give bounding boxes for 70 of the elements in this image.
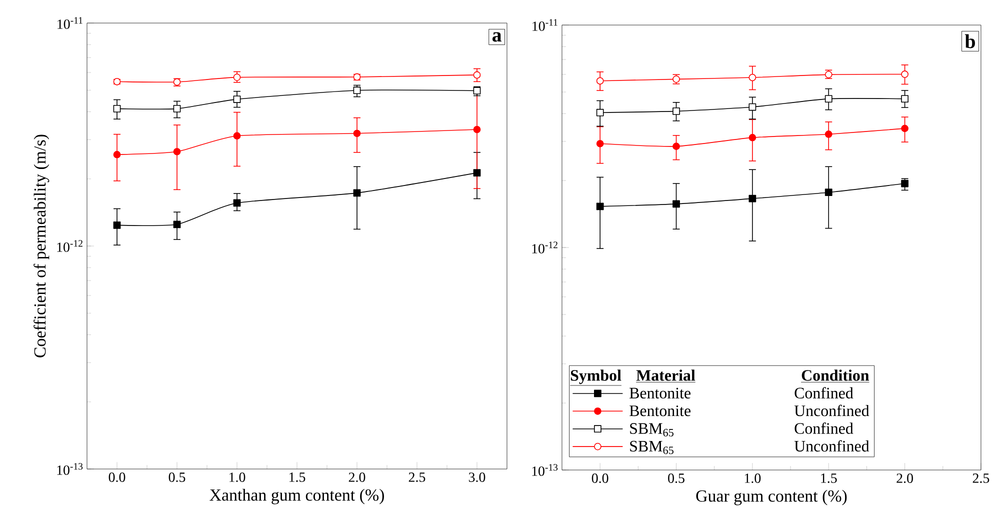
x-axis-title: Xanthan gum content (%) <box>210 488 384 504</box>
legend-label: Bentonite <box>630 388 691 398</box>
point <box>596 77 604 85</box>
point <box>233 199 241 207</box>
annotation: Unconfined <box>794 404 870 416</box>
point <box>901 124 908 132</box>
point <box>672 142 680 150</box>
point <box>233 74 241 82</box>
point <box>596 108 604 116</box>
annotation: b <box>964 34 975 48</box>
point <box>901 95 908 103</box>
point <box>748 103 756 111</box>
annotation: Confined <box>794 422 854 434</box>
y-tick-label: 10$^{-12}$ <box>57 240 82 252</box>
point <box>473 87 481 94</box>
point <box>901 180 908 188</box>
y-tick-label: 10$^{-11}$ <box>58 17 82 29</box>
x-tick-label: 3.0 <box>468 472 486 482</box>
legend-label: SBM$_{65}$ <box>630 440 674 454</box>
x-axis-title: Guar gum content (%) <box>696 490 847 506</box>
legend-label: SBM$_{65}$ <box>630 423 674 436</box>
x-tick-label: 0.5 <box>668 474 684 484</box>
point <box>672 200 680 208</box>
x-tick-label: 1.5 <box>289 472 306 482</box>
x-tick-label: 1.0 <box>230 472 246 482</box>
point <box>173 220 181 228</box>
point <box>473 169 481 177</box>
point <box>901 70 908 78</box>
annotation: Symbol <box>570 370 622 384</box>
y-tick-label: 10$^{-11}$ <box>532 19 558 31</box>
point <box>233 96 241 103</box>
x-tick-label: 1.5 <box>821 474 837 483</box>
annotation: Condition <box>802 370 870 381</box>
point <box>173 105 181 112</box>
annotation: Confined <box>794 387 854 398</box>
x-tick-label: 0.5 <box>168 472 186 482</box>
annotation: a <box>492 32 502 42</box>
point <box>596 140 604 148</box>
y-tick-label: 10$^{-12}$ <box>532 242 558 254</box>
y-axis-title: Coefficient of permeability (m/s) <box>34 134 50 358</box>
point <box>596 202 604 210</box>
point <box>748 194 756 202</box>
annotation: Unconfined <box>794 440 870 452</box>
point <box>233 132 241 140</box>
point <box>353 130 361 138</box>
point <box>113 105 121 112</box>
point <box>113 150 121 158</box>
point <box>824 188 832 196</box>
point <box>353 86 361 94</box>
x-tick-label: 0.0 <box>108 472 126 482</box>
x-tick-label: 0.0 <box>592 474 608 484</box>
x-tick-label: 2.5 <box>408 472 426 482</box>
point <box>173 148 181 156</box>
x-tick-label: 1.0 <box>744 474 761 484</box>
annotation: Material <box>636 370 696 381</box>
point <box>824 130 832 138</box>
point <box>113 222 121 229</box>
point <box>748 134 756 142</box>
x-tick-label: 2.5 <box>972 474 990 483</box>
x-tick-label: 2.0 <box>896 474 913 484</box>
point <box>473 126 481 134</box>
point <box>824 95 832 103</box>
point <box>473 71 481 79</box>
legend-label: Bentonite <box>630 405 691 416</box>
point <box>353 189 361 197</box>
y-tick-label: 10$^{-13}$ <box>532 464 558 476</box>
y-tick-label: 10$^{-13}$ <box>57 463 83 475</box>
point <box>672 108 680 115</box>
x-tick-label: 2.0 <box>348 472 366 482</box>
point <box>748 74 756 82</box>
